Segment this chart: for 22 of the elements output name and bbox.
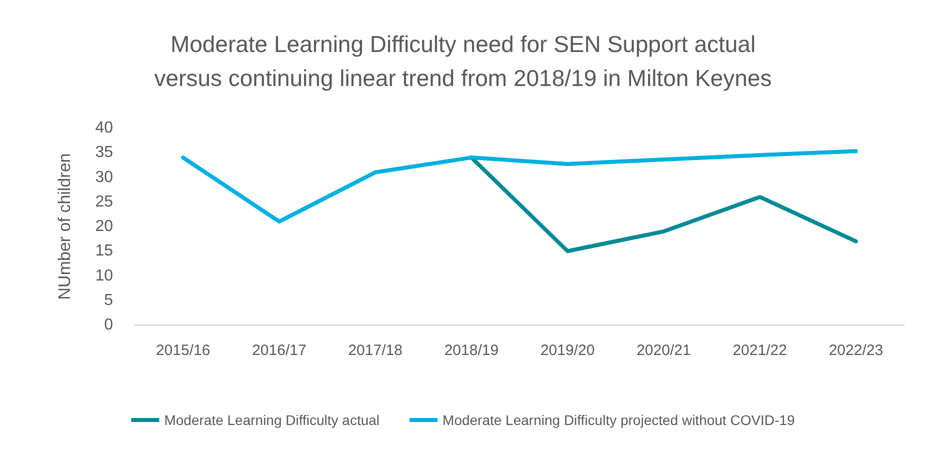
y-tick-label: 40 <box>95 120 114 136</box>
x-tick-label: 2017/18 <box>348 342 402 359</box>
chart-title: Moderate Learning Difficulty need for SEN Support actual versus continuing linear trend from 2018/19 in Milton Keynes <box>154 31 772 91</box>
y-tick-label: 20 <box>95 218 114 235</box>
y-tick-label: 0 <box>104 316 114 334</box>
y-tick-label: 25 <box>95 193 114 210</box>
line-series <box>181 149 858 224</box>
y-tick-label: 10 <box>95 267 114 284</box>
x-tick-label: 2020/21 <box>636 342 691 359</box>
y-tick-label: 15 <box>95 242 114 260</box>
x-tick-label: 2019/20 <box>540 342 595 359</box>
y-tick-label: 5 <box>104 292 114 309</box>
x-tick-label: 2016/17 <box>252 342 306 359</box>
x-tick-label: 2018/19 <box>444 342 499 359</box>
y-tick-label: 35 <box>95 144 114 162</box>
x-tick-label: 2022/23 <box>828 342 884 359</box>
legend-label: Moderate Learning Difficulty projected without COVID-19 <box>442 412 795 428</box>
legend-label: Moderate Learning Difficulty actual <box>164 412 380 428</box>
x-tick-label: 2021/22 <box>732 342 787 359</box>
y-axis-title: NUmber of children <box>55 153 74 300</box>
y-tick-label: 30 <box>95 168 114 186</box>
x-tick-label: 2015/16 <box>156 342 210 359</box>
